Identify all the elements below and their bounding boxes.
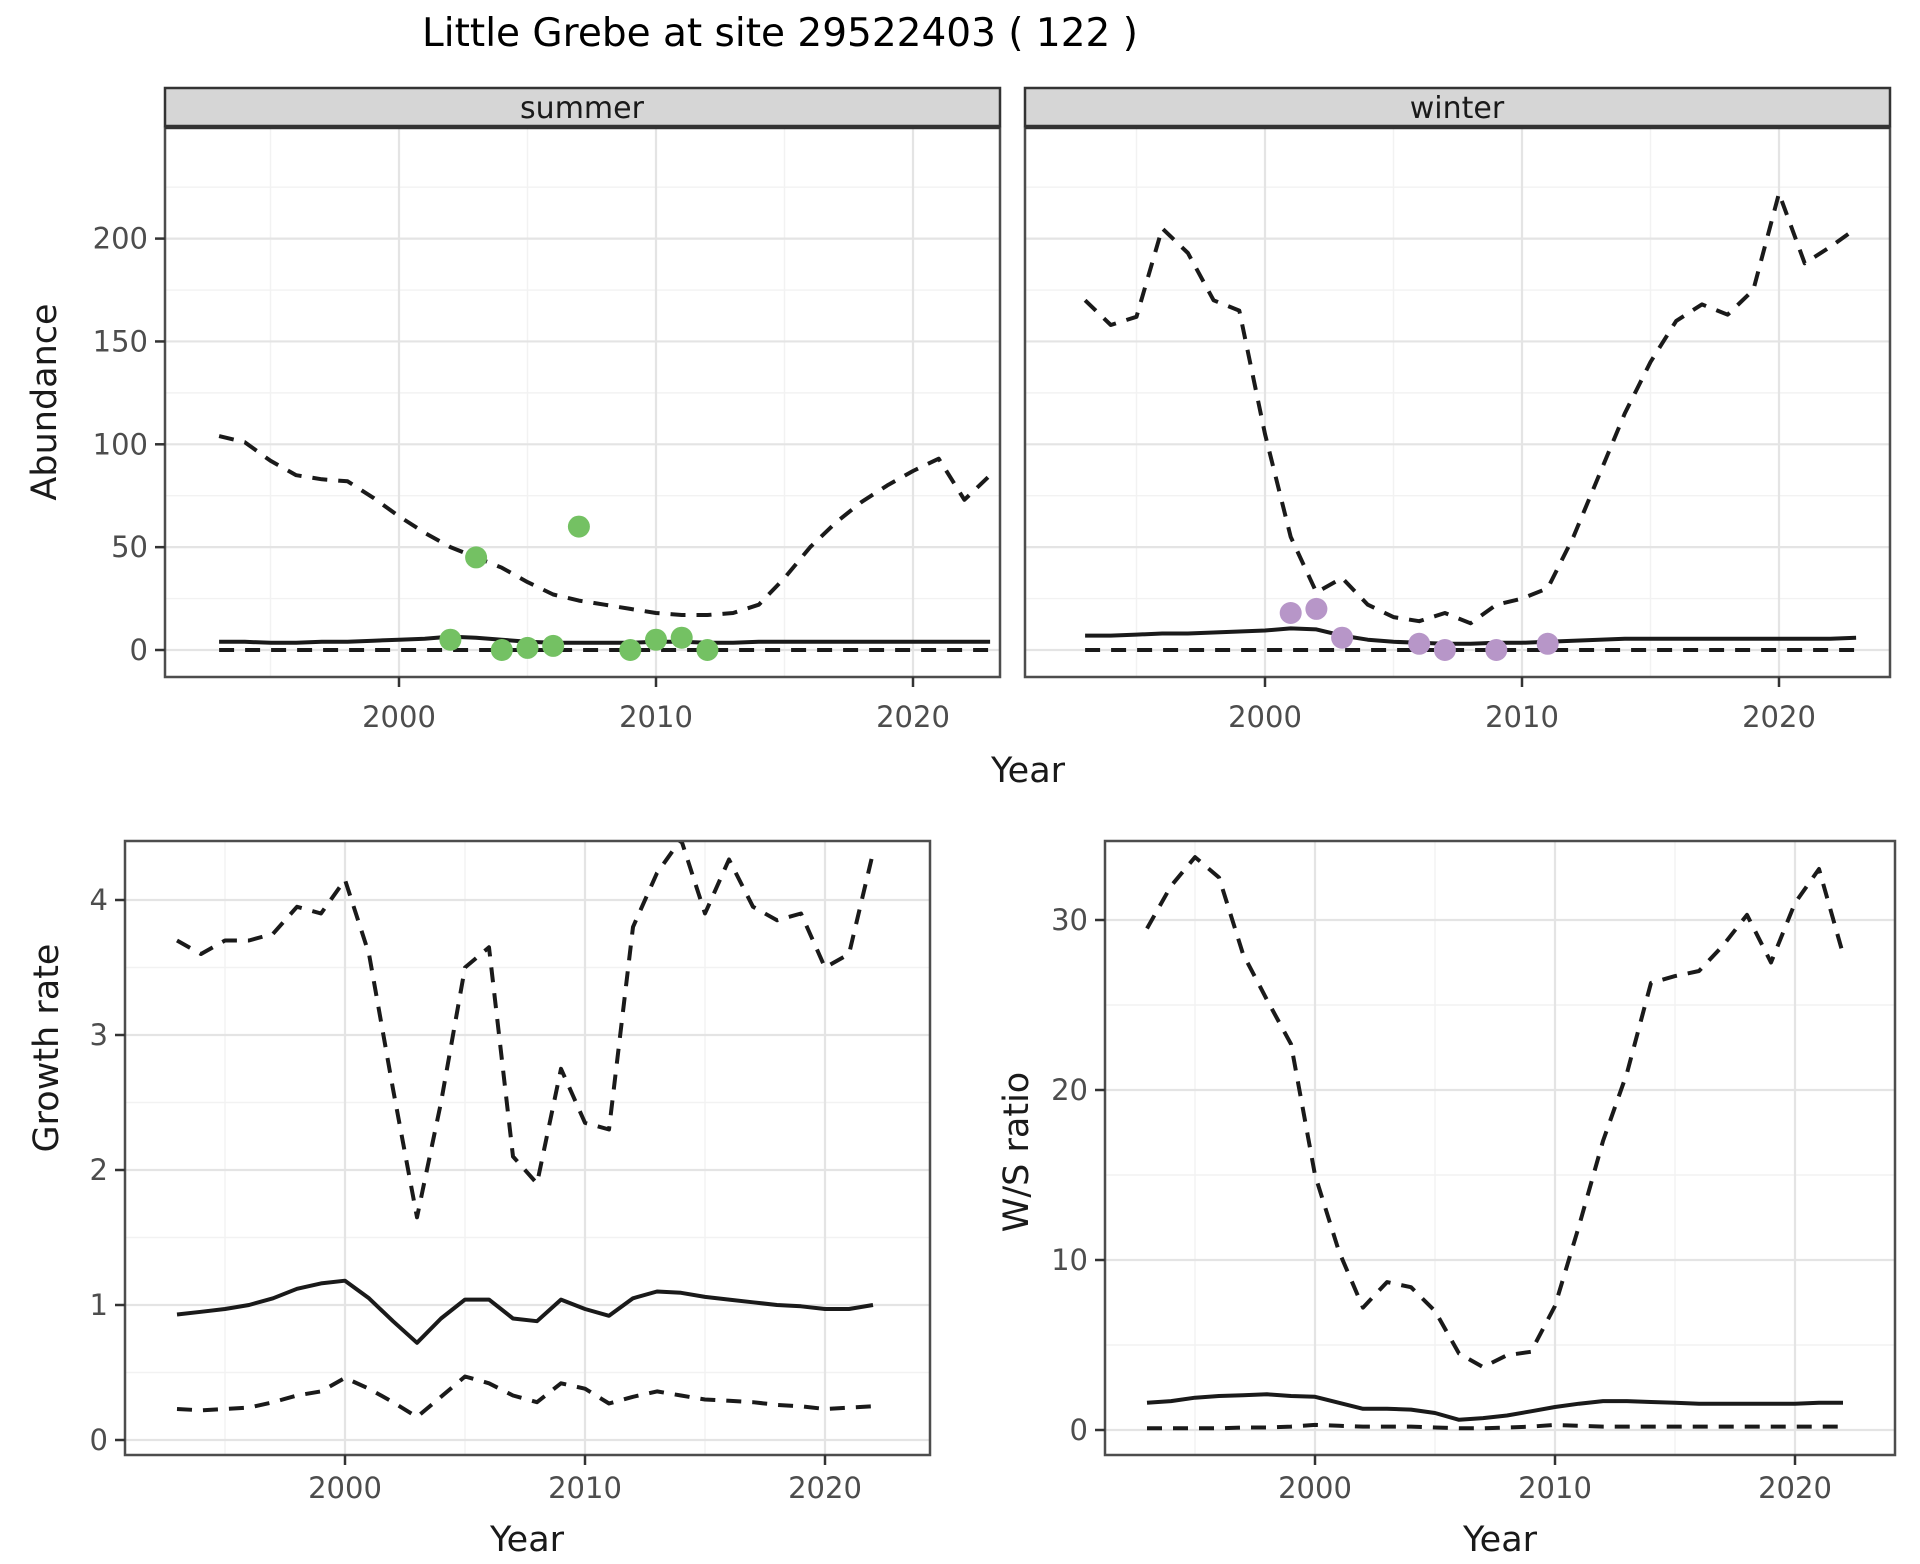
upper-ci-line <box>218 434 992 617</box>
observation-point <box>696 639 719 661</box>
observation-point <box>619 639 642 661</box>
abundance-axis-title: Abundance <box>25 303 65 500</box>
lower-ci-line <box>176 1374 874 1419</box>
y-tick-label: 50 <box>111 530 148 564</box>
strip-label-summer: summer <box>520 91 645 126</box>
plot-title: Little Grebe at site 29522403 ( 122 ) <box>422 11 1138 56</box>
top-x-axis-title: Year <box>990 751 1066 791</box>
observation-point <box>645 628 667 651</box>
x-tick-label: 2020 <box>788 1471 862 1505</box>
observation-point <box>542 634 565 657</box>
growth-rate-axis-title: Growth rate <box>27 944 67 1153</box>
y-tick-label: 3 <box>90 1018 108 1052</box>
y-tick-label: 2 <box>90 1153 108 1187</box>
observation-point <box>439 628 462 651</box>
upper-ci-line <box>1145 855 1845 1370</box>
x-tick-label: 2000 <box>362 700 436 734</box>
observation-point <box>465 546 488 569</box>
panel-background <box>165 128 1000 677</box>
strip-box-summer <box>163 86 1002 128</box>
x-tick-label: 2010 <box>619 700 693 734</box>
median-line <box>176 1278 874 1345</box>
y-tick-label: 200 <box>93 222 148 256</box>
median-line <box>1146 1392 1843 1422</box>
observation-point <box>1279 602 1302 624</box>
ws-facet-panel: 2000 2010 2020 0 10 20 30 <box>1051 839 1897 1505</box>
winter-facet-panel: 2000 2010 2020 <box>1023 126 1892 734</box>
y-tick-label: 0 <box>1070 1413 1088 1447</box>
summer-facet-panel: 2000 2010 2020 0 50 100 150 200 <box>93 126 1002 734</box>
x-tick-label: 2000 <box>1278 1471 1352 1505</box>
ws-x-axis-title: Year <box>1462 1520 1538 1560</box>
observation-point <box>1408 632 1431 655</box>
lower-ci-line <box>1147 1422 1843 1431</box>
panel-background <box>1025 128 1890 677</box>
growth-facet-panel: 2000 2010 2020 0 1 2 3 4 <box>90 839 932 1505</box>
panel-border <box>1103 839 1897 1457</box>
median-line <box>1085 626 1857 646</box>
observation-point <box>1536 632 1559 655</box>
y-tick-label: 20 <box>1051 1073 1088 1107</box>
x-tick-label: 2020 <box>876 700 950 734</box>
x-tick-label: 2020 <box>1758 1471 1832 1505</box>
y-tick-label: 30 <box>1051 903 1088 937</box>
observation-point <box>490 639 513 661</box>
y-tick-label: 0 <box>90 1423 108 1457</box>
ws-ratio-axis-title: W/S ratio <box>997 1072 1037 1232</box>
observation-point <box>567 515 590 538</box>
y-tick-label: 100 <box>93 427 148 461</box>
panel-background <box>125 841 930 1455</box>
observation-point <box>1331 626 1354 649</box>
x-tick-label: 2000 <box>308 1471 382 1505</box>
y-tick-label: 4 <box>90 883 108 917</box>
x-tick-label: 2020 <box>1742 700 1816 734</box>
y-tick-label: 10 <box>1051 1243 1088 1277</box>
x-tick-label: 2000 <box>1228 700 1302 734</box>
x-tick-label: 2010 <box>1485 700 1559 734</box>
strip-label-winter: winter <box>1410 91 1505 126</box>
observation-point <box>1305 597 1328 620</box>
y-tick-label: 0 <box>130 633 148 667</box>
growth-x-axis-title: Year <box>489 1520 565 1560</box>
observation-point <box>1485 639 1508 661</box>
y-tick-label: 150 <box>93 324 148 358</box>
panel-background <box>1105 841 1895 1455</box>
panel-border <box>123 839 932 1457</box>
median-line <box>219 634 991 645</box>
x-tick-label: 2010 <box>1518 1471 1592 1505</box>
observation-point <box>516 636 539 659</box>
upper-ci-line <box>176 841 875 1220</box>
x-tick-label: 2010 <box>548 1471 622 1505</box>
y-tick-label: 1 <box>90 1288 108 1322</box>
upper-ci-line <box>1083 191 1858 626</box>
observation-point <box>670 626 693 649</box>
strip-box-winter <box>1023 86 1892 128</box>
observation-point <box>1433 639 1456 661</box>
